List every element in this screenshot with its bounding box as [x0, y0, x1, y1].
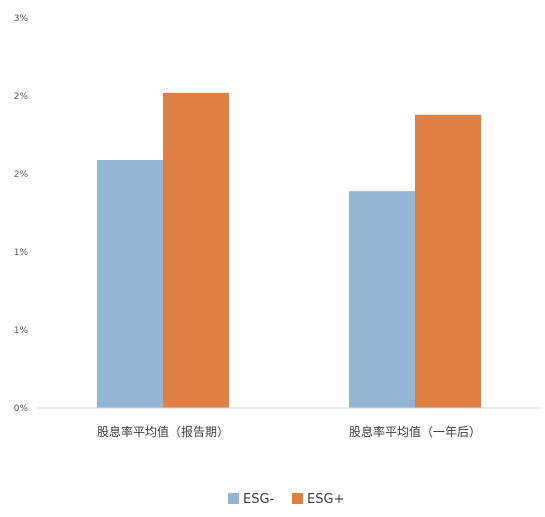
bar-esg-plus — [163, 92, 229, 408]
legend-swatch — [292, 493, 303, 504]
y-tick-label: 3% — [14, 14, 29, 24]
bars — [97, 92, 481, 408]
y-tick-label: 1% — [14, 248, 29, 258]
y-tick-label: 2% — [14, 170, 29, 180]
category-label: 股息率平均值（一年后） — [349, 424, 481, 439]
bar-esg-plus — [415, 114, 481, 408]
y-axis-ticks: 0% 1% 1% 2% 2% 3% — [14, 14, 29, 414]
bar-esg-minus — [349, 191, 415, 408]
legend: ESG- ESG+ — [228, 492, 344, 507]
y-tick-label: 2% — [14, 92, 29, 102]
bar-esg-minus — [97, 159, 163, 408]
legend-label: ESG- — [243, 492, 275, 507]
category-label: 股息率平均值（报告期） — [97, 424, 229, 439]
y-tick-label: 0% — [14, 404, 29, 414]
legend-swatch — [228, 493, 239, 504]
category-labels: 股息率平均值（报告期） 股息率平均值（一年后） — [97, 424, 481, 439]
legend-label: ESG+ — [307, 492, 344, 507]
y-tick-label: 1% — [14, 326, 29, 336]
